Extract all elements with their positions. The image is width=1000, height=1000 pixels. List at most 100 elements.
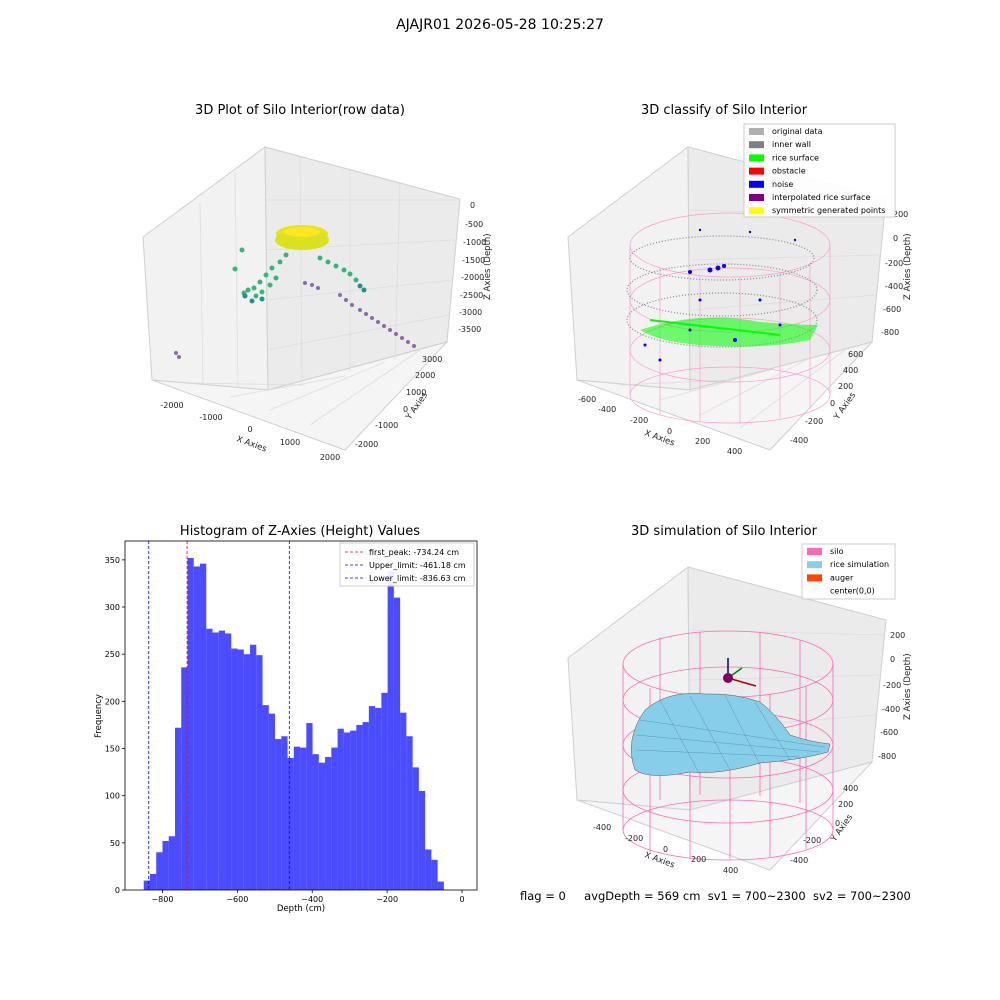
p4-z-tick: -400	[882, 705, 900, 714]
y-tick-label: 200	[105, 697, 120, 706]
x-tick-label: −600	[226, 895, 248, 904]
panel4-y-ticks: -400 -200 0 200 400	[790, 784, 858, 865]
legend-label: Upper_limit: -461.18 cm	[369, 561, 466, 570]
histogram-bar	[187, 557, 194, 890]
p1-z-tick: -2000	[461, 273, 484, 282]
histogram-bar	[306, 723, 313, 890]
histogram-bar	[312, 754, 319, 890]
p2-z-tick: -200	[885, 259, 903, 268]
p2-y-tick: 0	[830, 399, 835, 408]
legend-label: center(0,0)	[830, 587, 875, 596]
x-tick-label: 0	[459, 895, 464, 904]
p1-z-tick: -3500	[458, 325, 481, 334]
p4-y-tick: -200	[803, 836, 821, 845]
legend-label: symmetric generated points	[772, 206, 885, 215]
histogram-title: Histogram of Z-Axies (Height) Values	[179, 524, 421, 539]
histogram-bar	[406, 736, 413, 890]
panel1-z-ticks: 0 -500 -1000 -1500 -2000 -2500 -3000 -35…	[458, 201, 486, 334]
panel4-z-ticks: 200 0 -200 -400 -600 -800	[878, 631, 905, 761]
panel1-title: 3D Plot of Silo Interior(row data)	[195, 103, 405, 118]
p4-x-tick: 0	[663, 845, 668, 854]
histogram-x-label: Depth (cm)	[277, 904, 325, 914]
p2-x-tick: 0	[667, 427, 672, 436]
legend-label: silo	[830, 547, 844, 556]
histogram-bar	[343, 732, 351, 890]
p1-x-tick: 0	[247, 425, 252, 434]
y-tick-label: 150	[105, 745, 120, 754]
p1-z-tick: -3000	[459, 308, 482, 317]
histogram-reference-lines	[148, 541, 290, 890]
p1-x-tick: 2000	[320, 453, 340, 462]
legend-swatch	[749, 154, 764, 162]
histogram-bar	[300, 747, 307, 890]
y-tick-label: 0	[115, 886, 120, 895]
histogram-bar	[237, 649, 244, 890]
legend-swatch	[749, 194, 764, 201]
histogram-bar	[325, 757, 332, 890]
histogram-bar	[337, 728, 344, 890]
histogram-bar	[225, 633, 232, 890]
p2-x-tick: 400	[727, 447, 742, 456]
histogram-bar	[231, 648, 238, 890]
x-tick-label: −400	[301, 895, 323, 904]
histogram-bar	[281, 736, 288, 890]
p4-y-tick: 400	[843, 784, 858, 793]
panel2-noise	[643, 228, 797, 362]
histogram-bar	[425, 849, 432, 890]
x-tick-label: −200	[376, 895, 398, 904]
legend-swatch	[807, 561, 822, 569]
histogram-bar	[318, 762, 326, 890]
p1-z-label: Z Axies (Depth)	[483, 233, 493, 300]
y-tick-label: 250	[105, 650, 120, 659]
y-tick-label: 350	[105, 556, 120, 565]
histogram-bar	[418, 790, 426, 890]
panel2-title: 3D classify of Silo Interior	[640, 103, 808, 118]
flag-text: flag = 0	[520, 889, 566, 903]
histogram-bar	[262, 705, 269, 890]
p1-y-tick: 3000	[422, 355, 442, 364]
legend-label: rice surface	[772, 153, 819, 162]
p4-x-label: X Axies	[643, 850, 676, 870]
histogram-bar	[250, 644, 257, 890]
histogram-bar	[200, 563, 207, 890]
panel4-rice-simulation	[630, 693, 831, 776]
p4-x-tick: 200	[691, 855, 706, 864]
legend-label: first_peak: -734.24 cm	[369, 548, 459, 557]
legend-swatch	[749, 141, 764, 149]
y-tick-label: 100	[105, 792, 120, 801]
p1-y-tick: 2000	[415, 371, 435, 380]
histogram-bars	[143, 557, 444, 890]
histogram-bar	[362, 722, 369, 890]
avg-depth-text: avgDepth = 569 cm	[584, 889, 701, 903]
p4-y-tick: -400	[790, 856, 808, 865]
histogram-frame	[124, 540, 478, 891]
histogram-bar	[350, 730, 357, 890]
sv1-text: sv1 = 700~2300	[707, 889, 806, 903]
panel2-x-ticks: -600 -400 -200 0 200 400	[578, 395, 742, 456]
panel1-x-ticks: -2000 -1000 0 1000 2000	[160, 401, 340, 462]
panel2-inner-wall	[626, 235, 818, 348]
panel4-legend: silo rice simulation auger center(0,0)	[801, 543, 896, 600]
p2-z-tick: 200	[893, 210, 908, 219]
p2-y-tick: -400	[790, 436, 808, 445]
histogram-bar	[174, 727, 182, 890]
histogram-bar	[193, 566, 201, 890]
legend-swatch	[749, 180, 764, 188]
panel1-scatter	[174, 225, 416, 359]
histogram-bar	[243, 654, 251, 890]
legend-swatch	[807, 548, 822, 555]
histogram-bar	[181, 667, 188, 890]
histogram-bar	[287, 757, 294, 890]
p2-y-tick: 400	[843, 366, 858, 375]
histogram-bar	[162, 840, 169, 890]
panel4-title: 3D simulation of Silo Interior	[631, 524, 817, 539]
histogram-bar	[212, 632, 219, 890]
histogram-bar	[275, 739, 282, 890]
histogram-bar	[218, 630, 226, 890]
p2-z-label: Z Axies (Depth)	[903, 233, 913, 300]
x-tick-label: −800	[151, 895, 173, 904]
histogram-bar	[168, 836, 175, 890]
histogram-bar	[293, 746, 301, 890]
p1-z-tick: -500	[465, 220, 483, 229]
p1-y-tick: 1000	[406, 388, 426, 397]
